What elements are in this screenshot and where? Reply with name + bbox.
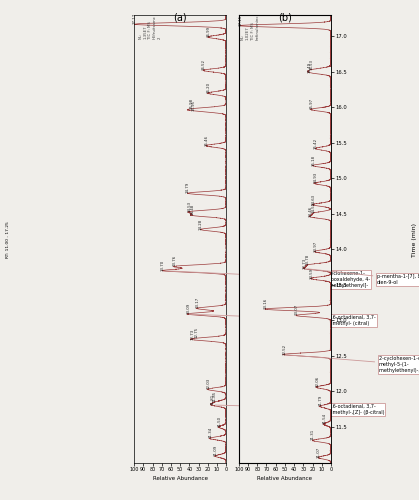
Text: 13.17: 13.17 [196, 297, 199, 308]
Text: 15.46: 15.46 [205, 134, 209, 145]
Text: 1-cyclohexene-1-
carboxaldehyde, 4-
[1-methylethenyl]-: 1-cyclohexene-1- carboxaldehyde, 4- [1-m… [166, 271, 370, 287]
Text: 15.97: 15.97 [310, 98, 313, 110]
Text: 16.20: 16.20 [206, 82, 210, 93]
Text: 2,6-octadienal, 3,7-
dimethyl- (citral): 2,6-octadienal, 3,7- dimethyl- (citral) [189, 314, 375, 326]
Text: 14.53: 14.53 [188, 200, 191, 212]
Text: 13.16: 13.16 [264, 298, 267, 309]
Text: 12.06: 12.06 [316, 376, 320, 387]
Text: 13.09: 13.09 [186, 303, 190, 314]
Text: 13.59: 13.59 [310, 268, 313, 278]
Text: 13.73: 13.73 [303, 258, 306, 268]
Text: 13.97: 13.97 [313, 240, 317, 252]
Text: 17.17: 17.17 [133, 13, 137, 24]
Text: RT: 11.00 - 17.25: RT: 11.00 - 17.25 [5, 222, 10, 258]
Text: NL:
1.35E7
TIC F: MS
HEfruitsamc
2: NL: 1.35E7 TIC F: MS HEfruitsamc 2 [138, 15, 162, 39]
Text: 17.15: 17.15 [238, 14, 243, 26]
Text: 12.03: 12.03 [206, 378, 210, 390]
Text: (a): (a) [173, 12, 187, 22]
Text: 11.07: 11.07 [317, 446, 321, 458]
Text: p-mentha-1-[7], 8(10)-
dien-9-ol: p-mentha-1-[7], 8(10)- dien-9-ol [308, 269, 419, 284]
Text: 13.70: 13.70 [161, 260, 165, 270]
Text: 14.48: 14.48 [190, 204, 194, 216]
Text: 12.52: 12.52 [282, 344, 286, 354]
Text: 14.28: 14.28 [199, 218, 203, 230]
Text: 15.95: 15.95 [192, 100, 196, 111]
Text: 15.98: 15.98 [190, 98, 194, 109]
Text: 16.52: 16.52 [202, 60, 205, 70]
Text: NL:
1.02E7
TIC F: MS
hefinulaminc: NL: 1.02E7 TIC F: MS hefinulaminc [241, 15, 260, 40]
Text: 16.99: 16.99 [207, 26, 211, 37]
Text: 14.51: 14.51 [312, 202, 316, 213]
Text: 14.63: 14.63 [311, 194, 316, 204]
Text: (b): (b) [278, 12, 292, 22]
Text: Time (min): Time (min) [412, 223, 417, 257]
Text: 11.50: 11.50 [218, 416, 222, 427]
Text: 2-cyclohexen-1-one, 2-
methyl-5-(1-
methylethenyl)-, [S]-: 2-cyclohexen-1-one, 2- methyl-5-(1- meth… [286, 355, 419, 373]
Text: 11.09: 11.09 [214, 445, 218, 456]
Text: 11.79: 11.79 [319, 395, 323, 406]
Text: 16.49: 16.49 [308, 62, 312, 72]
Text: 13.76: 13.76 [173, 256, 177, 266]
Text: 11.54: 11.54 [322, 413, 326, 424]
Text: Relative Abundance: Relative Abundance [257, 476, 313, 481]
Text: 11.81: 11.81 [210, 394, 214, 405]
Text: 14.46: 14.46 [308, 206, 312, 216]
Text: 11.34: 11.34 [208, 427, 212, 438]
Text: 2,6-octadienal, 3,7-
dimethyl-,[Z]- (β-citral): 2,6-octadienal, 3,7- dimethyl-,[Z]- (β-c… [215, 404, 384, 414]
Text: Relative Abundance: Relative Abundance [153, 476, 208, 481]
Text: 15.18: 15.18 [311, 154, 316, 166]
Text: 11.85: 11.85 [213, 391, 217, 402]
Text: 13.78: 13.78 [305, 254, 309, 265]
Text: 12.73: 12.73 [190, 328, 194, 340]
Text: 14.79: 14.79 [186, 182, 190, 194]
Text: 14.93: 14.93 [314, 172, 318, 184]
Text: 15.42: 15.42 [314, 138, 318, 148]
Text: 12.75: 12.75 [195, 327, 199, 338]
Text: 13.07: 13.07 [295, 304, 299, 316]
Text: 11.31: 11.31 [311, 429, 315, 440]
Text: 16.53: 16.53 [310, 58, 314, 70]
